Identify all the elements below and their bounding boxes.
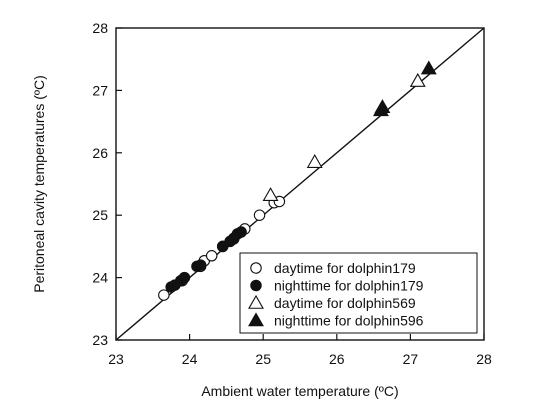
- x-tick-label: 25: [255, 351, 271, 367]
- x-tick-label: 23: [108, 351, 124, 367]
- data-point: [194, 259, 207, 271]
- legend-entry-label: nighttime for dolphin179: [274, 278, 424, 294]
- data-point: [409, 72, 426, 87]
- legend-marker: [250, 279, 262, 292]
- y-axis-ticks: 23 24 25 26 27 28: [92, 20, 122, 348]
- y-tick-label: 23: [92, 332, 108, 348]
- y-axis-label: Peritoneal cavity temperatures (ºC): [31, 75, 47, 293]
- y-tick-label: 24: [92, 270, 108, 286]
- data-point: [374, 99, 391, 114]
- legend: daytime for dolphin179 nighttime for dolp…: [239, 252, 478, 334]
- x-tick-label: 24: [182, 351, 198, 367]
- x-tick-label: 26: [329, 351, 345, 367]
- data-point: [235, 226, 247, 238]
- legend-box: [239, 252, 478, 334]
- legend-entry-label: nighttime for dolphin596: [274, 313, 424, 329]
- legend-entry-label: daytime for dolphin179: [274, 260, 416, 276]
- y-tick-label: 27: [92, 82, 108, 98]
- x-tick-label: 27: [403, 351, 419, 367]
- y-tick-label: 26: [92, 145, 108, 161]
- data-points: [158, 60, 437, 301]
- legend-marker: [250, 262, 262, 274]
- x-axis-label: Ambient water temperature (ºC): [201, 383, 398, 399]
- y-tick-label: 28: [92, 20, 108, 36]
- data-point: [306, 154, 323, 168]
- data-point: [158, 289, 170, 301]
- legend-marker: [248, 294, 264, 309]
- data-point: [205, 250, 218, 262]
- x-tick-label: 28: [476, 351, 492, 367]
- data-point: [178, 271, 191, 284]
- legend-entry-label: daytime for dolphin569: [274, 295, 416, 311]
- data-point: [253, 209, 266, 221]
- x-axis-ticks: 23 24 25 26 27 28: [108, 334, 492, 367]
- y-tick-label: 25: [92, 207, 108, 223]
- data-point: [420, 60, 437, 75]
- data-point: [262, 187, 279, 202]
- plot-frame: [115, 27, 485, 341]
- legend-marker: [248, 312, 264, 327]
